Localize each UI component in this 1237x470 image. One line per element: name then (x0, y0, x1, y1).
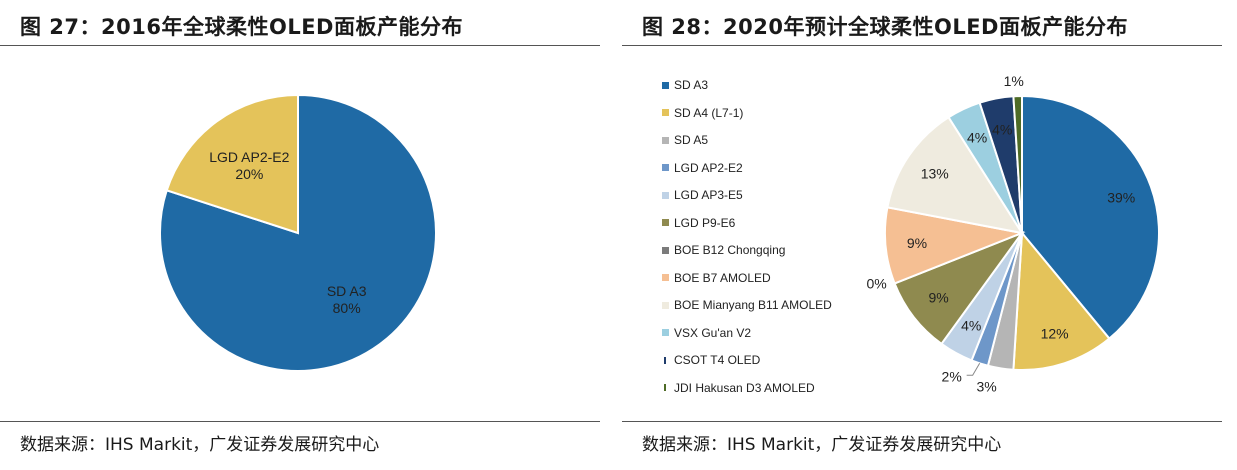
pie-slice-sd-a4-l7-1 (1012, 230, 1111, 371)
pie-slice-boe-mianyang-b11-amoled (886, 115, 1025, 235)
pie-label-sd-a5: 3% (976, 378, 996, 394)
legend-swatch (662, 246, 669, 254)
legend-swatch (662, 136, 669, 144)
pie-slice-jdi-hakusan-d3-amoled (1012, 94, 1023, 234)
pie-label-csot-t4-oled: 4% (992, 121, 1012, 137)
legend-swatch (662, 109, 669, 116)
legend-label: SD A5 (674, 133, 709, 147)
right-figure: 图 28：2020年预计全球柔性OLED面板产能分布 SD A3 SD A4 (L… (622, 0, 1222, 470)
legend-swatch (662, 301, 669, 309)
pie-label-boe-b7-amoled: 9% (907, 235, 927, 251)
legend-label: VSX Gu'an V2 (674, 325, 752, 340)
right-pie-chart: 39% 12% 3% 2% 4% 9% 0% 9% 13% 4% 4% 1% (867, 73, 1160, 394)
pie-slice-sd-a3 (1021, 94, 1160, 340)
pie-label-lgd-ap2-e2-name: LGD AP2-E2 (209, 149, 289, 165)
legend-swatch (662, 329, 669, 336)
legend-item-sd-a3: SD A3 (662, 76, 708, 94)
pie-label-vsx-gu-an-v2: 4% (967, 130, 987, 146)
pie-label-lgd-ap2-e2: 2% (942, 368, 962, 384)
legend-label: BOE Mianyang B11 AMOLED (674, 298, 832, 312)
pie-slice-lgd-ap2-e2 (165, 93, 299, 235)
legend-label: JDI Hakusan D3 AMOLED (674, 380, 815, 395)
legend-label: SD A3 (674, 78, 709, 92)
legend-label: LGD P9-E6 (674, 215, 736, 230)
pie-label-lgd-ap2-e2-value: 20% (235, 166, 263, 182)
left-source-note: 数据来源：IHS Markit，广发证券发展研究中心 (20, 435, 380, 455)
right-figure-title: 图 28：2020年预计全球柔性OLED面板产能分布 (642, 15, 1128, 39)
legend-swatch (662, 191, 669, 199)
right-top-rule (622, 45, 1222, 46)
right-bottom-rule (622, 421, 1222, 422)
legend-item-boe-b7-amoled: BOE B7 AMOLED (662, 269, 771, 287)
legend-item-jdi-hakusan-d3-amoled: JDI Hakusan D3 AMOLED (662, 379, 815, 397)
legend-swatch (664, 384, 666, 391)
left-bottom-rule (0, 421, 600, 422)
legend-item-lgd-ap2-e2: LGD AP2-E2 (662, 159, 743, 177)
legend-item-boe-mianyang-b11-amoled: BOE Mianyang B11 AMOLED (662, 296, 832, 314)
legend-item-sd-a5: SD A5 (662, 131, 708, 149)
pie-label-lgd-p9-e6: 9% (929, 290, 949, 306)
legend-swatch (664, 356, 666, 364)
legend-swatch (662, 274, 669, 281)
legend-item-boe-b12-chongqing: BOE B12 Chongqing (662, 241, 785, 259)
left-figure: 图 27：2016年全球柔性OLED面板产能分布 SD A3 80% LGD AP2… (0, 0, 600, 470)
legend-label: BOE B7 AMOLED (674, 270, 771, 285)
legend-label: BOE B12 Chongqing (674, 243, 786, 257)
legend-item-vsx-gu-an-v2: VSX Gu'an V2 (662, 324, 751, 342)
legend-label: LGD AP3-E5 (674, 188, 743, 202)
leader-line-lgd-ap2-e2 (966, 363, 981, 376)
legend-item-lgd-ap3-e5: LGD AP3-E5 (662, 186, 743, 204)
pie-label-sd-a4-l7-1: 12% (1041, 325, 1069, 341)
pie-label-sd-a3-value: 80% (333, 300, 361, 316)
legend-item-sd-a4-l7-1: SD A4 (L7-1) (662, 104, 743, 122)
left-top-rule (0, 45, 600, 46)
legend-swatch (662, 219, 669, 226)
pie-label-boe-b12-chongqing: 0% (867, 275, 887, 291)
pie-label-sd-a3-name: SD A3 (327, 283, 367, 299)
pie-label-jdi-hakusan-d3-amoled: 1% (1004, 73, 1024, 89)
legend-item-lgd-p9-e6: LGD P9-E6 (662, 214, 735, 232)
left-figure-title: 图 27：2016年全球柔性OLED面板产能分布 (20, 15, 463, 39)
right-source-note: 数据来源：IHS Markit，广发证券发展研究中心 (642, 435, 1002, 455)
legend-label: CSOT T4 OLED (674, 353, 761, 367)
legend-item-csot-t4-oled: CSOT T4 OLED (662, 351, 760, 369)
legend-swatch (662, 81, 669, 89)
legend-label: LGD AP2-E2 (674, 160, 743, 175)
legend-label: SD A4 (L7-1) (674, 105, 744, 120)
pie-label-boe-mianyang-b11-amoled: 13% (921, 166, 949, 182)
pie-label-lgd-ap3-e5: 4% (961, 317, 981, 333)
pie-label-sd-a3: 39% (1107, 189, 1135, 205)
legend-swatch (662, 164, 669, 171)
